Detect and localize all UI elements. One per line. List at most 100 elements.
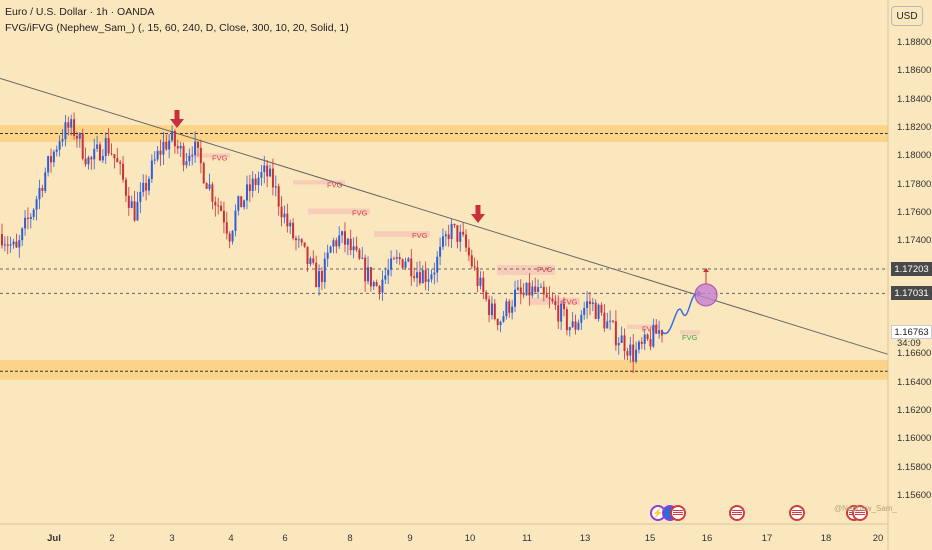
indicator-legend[interactable]: FVG/iFVG (Nephew_Sam_) (, 15, 60, 240, D… [5, 22, 349, 34]
candle-body [496, 319, 499, 326]
candle-body [479, 277, 482, 286]
us-flag-icon[interactable] [729, 505, 745, 521]
candle-body [24, 217, 27, 229]
candle-body [300, 239, 303, 243]
candle-body [142, 182, 145, 192]
chart-header: Euro / U.S. Dollar · 1h · OANDA FVG/iFVG… [5, 4, 349, 36]
candle-body [260, 172, 263, 178]
candle-body [467, 247, 470, 256]
candle-body [315, 262, 318, 288]
time-tick-label: 2 [109, 533, 115, 544]
candle-body [609, 320, 612, 322]
candle-body [346, 238, 349, 245]
candle-body [3, 244, 6, 246]
candle-body [312, 258, 315, 263]
candle-body [551, 298, 554, 302]
us-flag-icon[interactable] [789, 505, 805, 521]
candle-body [81, 133, 84, 159]
candle-body [41, 187, 44, 191]
candle-body [116, 158, 119, 163]
candle-body [367, 267, 370, 282]
fvg-box [497, 265, 555, 276]
time-tick-label: 3 [169, 533, 175, 544]
candle-body [205, 183, 208, 189]
candle-body [136, 201, 139, 221]
candle-body [159, 150, 162, 155]
candle-body [243, 200, 246, 208]
time-tick-label: 16 [701, 533, 713, 544]
price-tick-label: 1.18600 [897, 65, 932, 77]
candle-body [237, 196, 240, 211]
candle-body [614, 321, 617, 346]
candle-body [271, 168, 274, 188]
candle-body [488, 299, 491, 316]
price-tick-label: 1.17600 [897, 206, 932, 218]
candle-body [47, 156, 50, 173]
symbol-title[interactable]: Euro / U.S. Dollar · 1h · OANDA [5, 6, 155, 18]
candle-body [21, 228, 24, 241]
candle-body [600, 304, 603, 313]
candle-body [220, 205, 223, 211]
time-tick-label: 4 [228, 533, 234, 544]
candle-body [101, 156, 104, 161]
candle-body [421, 270, 424, 284]
candle-body [98, 144, 101, 161]
candle-body [465, 234, 468, 248]
candle-body [231, 230, 234, 242]
us-flag-icon[interactable] [852, 505, 868, 521]
candle-body [119, 162, 122, 164]
candle-body [375, 282, 378, 287]
candle-body [343, 231, 346, 245]
candle-body [493, 303, 496, 320]
candle-body [554, 301, 557, 306]
candle-body [32, 209, 35, 217]
candle-body [594, 302, 597, 319]
candle-body [173, 130, 176, 147]
candle-body [52, 151, 55, 163]
fvg-label: FVG [327, 180, 343, 189]
trendline [0, 77, 889, 355]
candle-body [12, 241, 15, 245]
projection-path [661, 292, 698, 335]
fvg-box [293, 180, 345, 185]
candle-body [156, 150, 159, 160]
candle-body [70, 119, 73, 128]
candle-body [228, 233, 231, 242]
candle-body [378, 286, 381, 293]
candle-body [583, 307, 586, 315]
candle-body [153, 159, 156, 161]
time-tick-label: 9 [407, 533, 413, 544]
candle-body [122, 163, 125, 180]
currency-button[interactable]: USD [891, 6, 923, 26]
fvg-box [680, 330, 700, 335]
candle-body [534, 286, 537, 292]
candle-body [597, 304, 600, 319]
candle-body [266, 165, 269, 177]
candle-body [225, 222, 228, 234]
bar-countdown: 34:09 [897, 338, 921, 349]
candle-body [240, 196, 243, 208]
candle-body [294, 238, 297, 241]
candle-body [427, 279, 430, 282]
candle-body [274, 186, 277, 188]
candle-body [292, 222, 295, 239]
us-flag-icon[interactable] [670, 505, 686, 521]
candle-body [38, 187, 41, 200]
candle-body [269, 168, 272, 177]
candle-body [188, 156, 191, 162]
candle-body [413, 276, 416, 279]
candle-body [127, 195, 130, 208]
candle-body [222, 210, 225, 223]
candle-body [280, 206, 283, 218]
candle-body [410, 258, 413, 277]
fvg-box [308, 208, 370, 215]
candle-body [658, 330, 661, 334]
candle-body [55, 149, 58, 152]
candle-body [320, 271, 323, 283]
candle-body [433, 272, 436, 275]
resistance-zone [0, 125, 888, 143]
candle-body [398, 257, 401, 260]
candle-body [387, 269, 390, 276]
candle-body [637, 341, 640, 350]
